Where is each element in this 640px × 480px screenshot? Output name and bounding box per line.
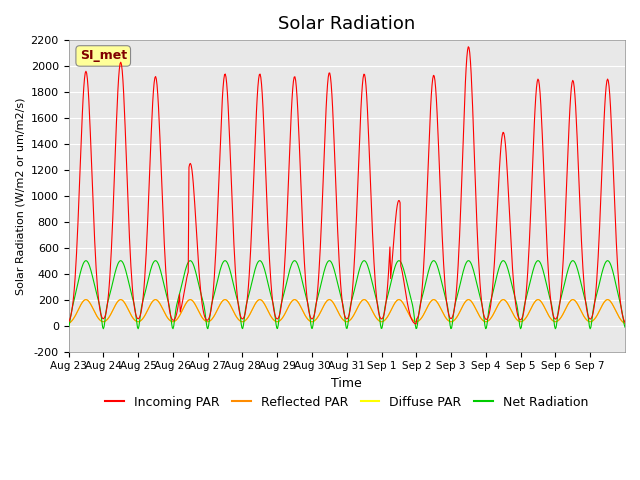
Y-axis label: Solar Radiation (W/m2 or um/m2/s): Solar Radiation (W/m2 or um/m2/s): [15, 97, 25, 295]
Legend: Incoming PAR, Reflected PAR, Diffuse PAR, Net Radiation: Incoming PAR, Reflected PAR, Diffuse PAR…: [100, 391, 593, 414]
X-axis label: Time: Time: [332, 377, 362, 390]
Text: SI_met: SI_met: [79, 49, 127, 62]
Title: Solar Radiation: Solar Radiation: [278, 15, 415, 33]
